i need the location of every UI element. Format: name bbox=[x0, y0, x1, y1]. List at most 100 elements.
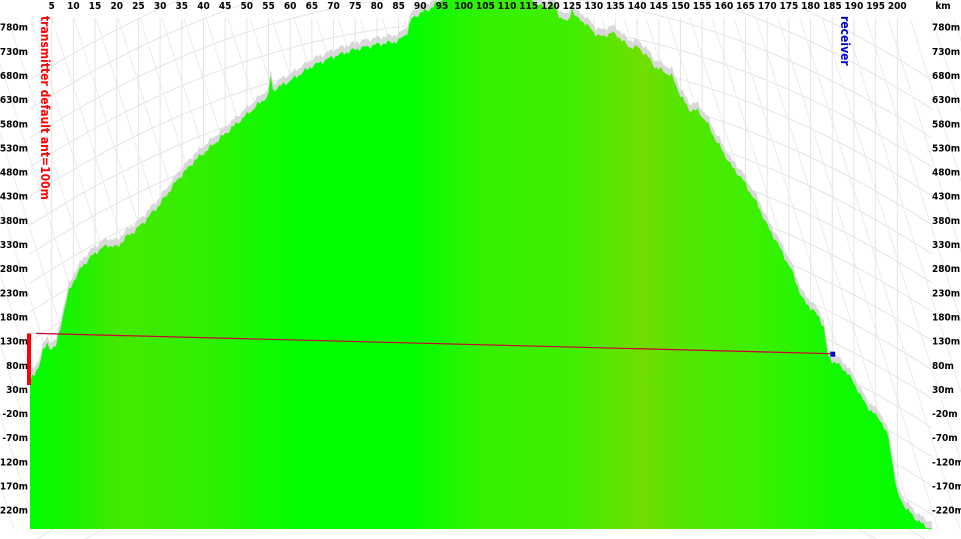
y-tick-label-right: 730m bbox=[932, 47, 960, 58]
line-of-sight bbox=[35, 332, 833, 355]
hatch-line bbox=[909, 17, 961, 183]
hatch-line bbox=[931, 17, 961, 113]
y-tick-label-right: 30m bbox=[932, 385, 954, 396]
y-tick-label-right: -220m bbox=[932, 506, 961, 517]
x-tick-label: 125 bbox=[563, 1, 582, 12]
x-tick-label: 105 bbox=[476, 1, 495, 12]
x-tick-label: 85 bbox=[392, 1, 405, 12]
y-tick-label-left: 30m bbox=[6, 385, 28, 396]
hatch-line bbox=[799, 17, 961, 530]
y-tick-label-left: 230m bbox=[0, 288, 28, 299]
x-axis-ticks: 5 10 15 20 25 30 35 40 45 50 55 60 65 70 75 80 85 90 95 100… bbox=[49, 1, 951, 12]
hatch-line bbox=[0, 412, 37, 530]
y-tick-label-right: 430m bbox=[932, 192, 960, 203]
y-tick-label-left: -70m bbox=[2, 433, 28, 444]
x-tick-label: 10 bbox=[67, 1, 80, 12]
y-tick-label-right: 580m bbox=[932, 119, 960, 130]
y-tick-label-right: 530m bbox=[932, 143, 960, 154]
hatch-line bbox=[777, 17, 939, 530]
x-tick-label: 45 bbox=[219, 1, 232, 12]
x-tick-label: 15 bbox=[89, 1, 102, 12]
x-tick-label: 35 bbox=[176, 1, 189, 12]
x-tick-label: 195 bbox=[866, 1, 885, 12]
y-tick-label-right: -120m bbox=[932, 457, 961, 468]
x-tick-label: 135 bbox=[606, 1, 625, 12]
y-tick-label-right: 80m bbox=[932, 361, 954, 372]
curvature-arc bbox=[29, 0, 933, 81]
los-line bbox=[35, 332, 833, 355]
y-tick-label-left: 630m bbox=[0, 95, 28, 106]
hatch-line bbox=[865, 17, 961, 324]
y-tick-label-right: 330m bbox=[932, 240, 960, 251]
x-tick-label: 55 bbox=[262, 1, 275, 12]
y-tick-label-right: 680m bbox=[932, 71, 960, 82]
transmitter-label: transmitter default ant=100m bbox=[38, 16, 52, 200]
x-tick-label: 165 bbox=[736, 1, 755, 12]
y-tick-label-left: 130m bbox=[0, 337, 28, 348]
x-tick-label: 100 bbox=[454, 1, 473, 12]
x-tick-label: 140 bbox=[628, 1, 647, 12]
x-tick-label: 170 bbox=[758, 1, 777, 12]
y-tick-label-right: -20m bbox=[932, 409, 958, 420]
y-tick-label-right: 630m bbox=[932, 95, 960, 106]
y-tick-label-left: 330m bbox=[0, 240, 28, 251]
curvature-arc bbox=[29, 0, 933, 139]
hatch-line bbox=[843, 17, 961, 394]
x-tick-label: 110 bbox=[498, 1, 517, 12]
x-tick-label: 150 bbox=[671, 1, 690, 12]
y-tick-label-left: 780m bbox=[0, 23, 28, 34]
y-axis-left-ticks: 780m 730m 680m 630m 580m 530m 480m 430m 380m 330m… bbox=[0, 23, 28, 517]
y-tick-label-right: -70m bbox=[932, 433, 958, 444]
hatch-line bbox=[887, 17, 961, 253]
y-tick-label-right: 180m bbox=[932, 312, 960, 323]
y-tick-label-right: -170m bbox=[932, 481, 961, 492]
x-tick-label: 65 bbox=[306, 1, 319, 12]
hatch-line bbox=[821, 17, 961, 464]
x-tick-label: 115 bbox=[519, 1, 538, 12]
y-tick-label-right: 230m bbox=[932, 288, 960, 299]
x-tick-label: 70 bbox=[327, 1, 340, 12]
x-tick-label: 25 bbox=[132, 1, 145, 12]
x-tick-label: 90 bbox=[414, 1, 427, 12]
y-tick-label-left: 280m bbox=[0, 264, 28, 275]
x-tick-label: 40 bbox=[197, 1, 210, 12]
receiver-label: receiver bbox=[838, 16, 852, 66]
receiver-antenna bbox=[830, 351, 836, 357]
y-axis-right-ticks: 780m 730m 680m 630m 580m 530m 480m 430m 380m 330m… bbox=[932, 23, 961, 517]
y-tick-label-right: 380m bbox=[932, 216, 960, 227]
x-tick-label: 80 bbox=[371, 1, 384, 12]
y-tick-label-right: 280m bbox=[932, 264, 960, 275]
antenna-markers bbox=[27, 333, 836, 386]
y-tick-label-left: -20m bbox=[2, 409, 28, 420]
x-tick-label: 190 bbox=[845, 1, 864, 12]
x-tick-label: 75 bbox=[349, 1, 362, 12]
y-tick-label-right: 780m bbox=[932, 23, 960, 34]
y-tick-label-left: 80m bbox=[6, 361, 28, 372]
x-tick-label: 155 bbox=[693, 1, 712, 12]
endpoint-labels: transmitter default ant=100m receiver bbox=[38, 16, 852, 200]
x-tick-label: 175 bbox=[780, 1, 799, 12]
transmitter-antenna bbox=[27, 333, 31, 386]
x-tick-label: 160 bbox=[714, 1, 733, 12]
y-tick-label-left: 680m bbox=[0, 71, 28, 82]
y-tick-label-left: -170m bbox=[0, 481, 28, 492]
x-tick-label: 120 bbox=[541, 1, 560, 12]
y-tick-label-left: 180m bbox=[0, 312, 28, 323]
y-tick-label-left: 480m bbox=[0, 168, 28, 179]
y-tick-label-left: 430m bbox=[0, 192, 28, 203]
y-tick-label-right: 480m bbox=[932, 168, 960, 179]
x-tick-label: 60 bbox=[284, 1, 297, 12]
terrain-area bbox=[30, 0, 932, 529]
x-unit-label: km bbox=[935, 1, 950, 12]
x-tick-label: 200 bbox=[888, 1, 907, 12]
x-tick-label: 130 bbox=[584, 1, 603, 12]
x-tick-label: 145 bbox=[649, 1, 668, 12]
x-tick-label: 50 bbox=[241, 1, 254, 12]
y-tick-label-left: 530m bbox=[0, 143, 28, 154]
curvature-arc bbox=[29, 0, 933, 110]
y-tick-label-left: 580m bbox=[0, 119, 28, 130]
y-tick-label-left: 730m bbox=[0, 47, 28, 58]
y-tick-label-left: -220m bbox=[0, 506, 28, 517]
y-tick-label-left: 380m bbox=[0, 216, 28, 227]
